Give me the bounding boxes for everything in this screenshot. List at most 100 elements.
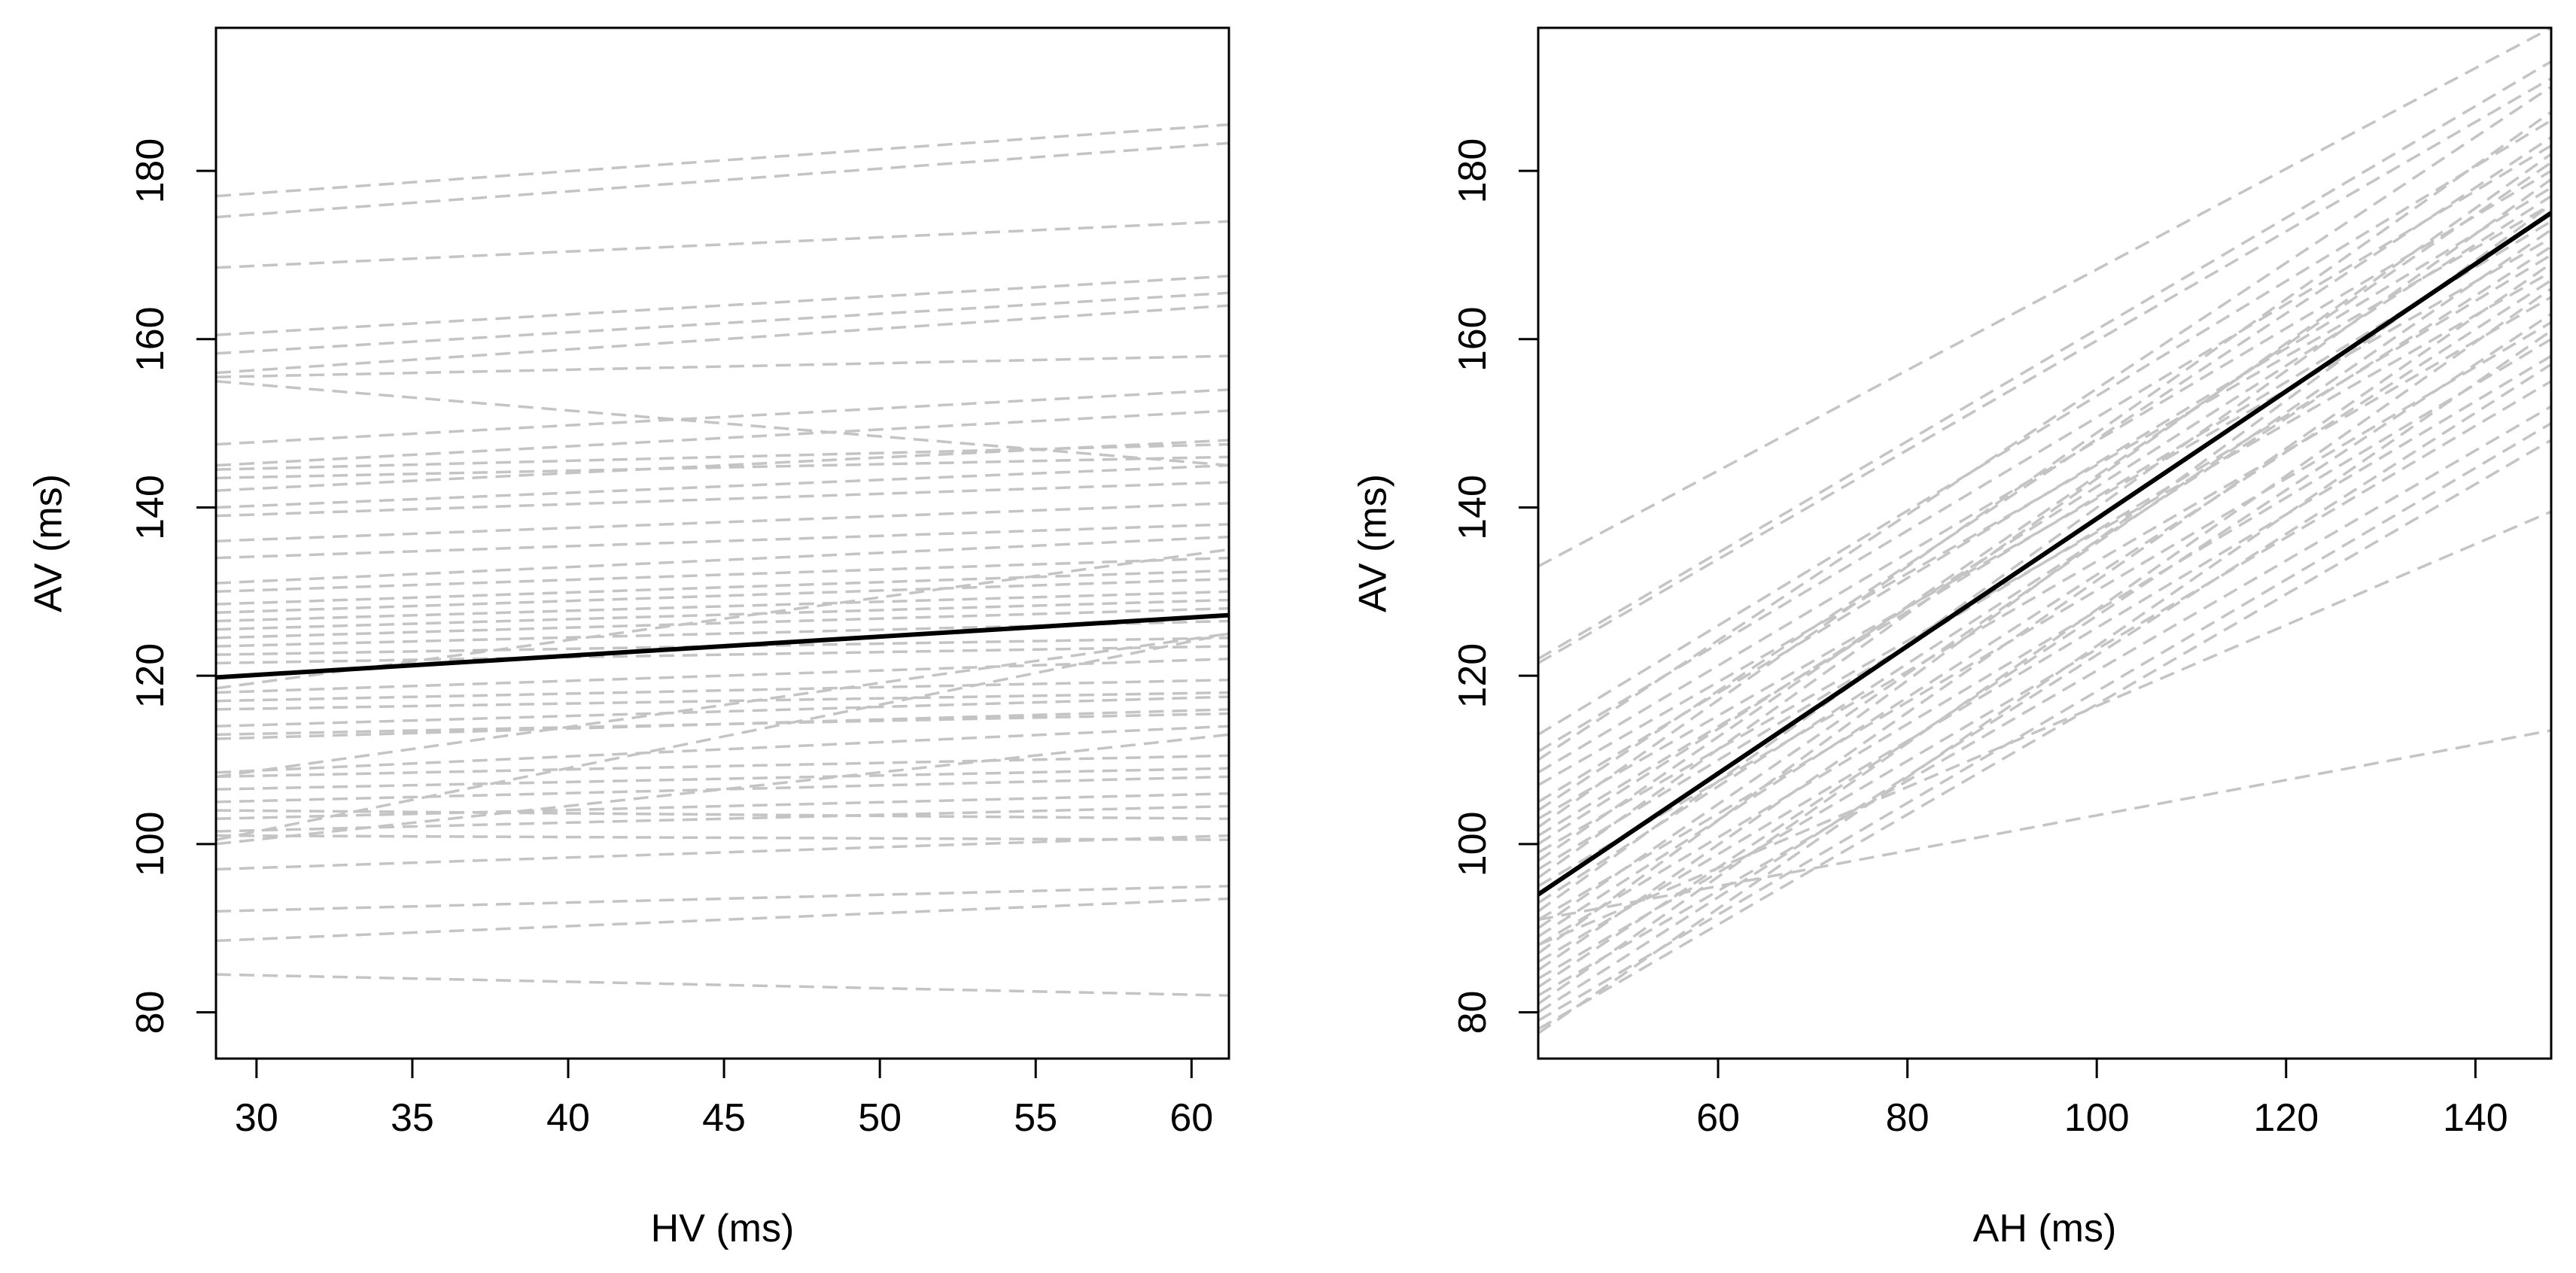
y-axis-title: AV (ms) [27, 474, 71, 612]
x-tick-label: 55 [1014, 1096, 1057, 1140]
individual-line-10 [216, 409, 1229, 467]
individual-line-38 [216, 809, 1229, 821]
individual-line-36 [216, 767, 1229, 791]
x-axis-title: AH (ms) [1973, 1207, 2117, 1250]
individual-line-14 [1538, 195, 2551, 846]
individual-line-37 [1538, 330, 2551, 1035]
individual-line-30 [216, 691, 1229, 711]
individual-line-28 [216, 658, 1229, 694]
individual-line-36 [1538, 439, 2551, 1031]
individual-line-13 [216, 439, 1229, 492]
x-tick-label: 60 [1696, 1096, 1740, 1140]
individual-line-38 [1538, 510, 2551, 946]
individual-line-31 [1538, 312, 2551, 989]
individual-line-4 [1538, 119, 2551, 736]
individual-line-29 [1538, 262, 2551, 972]
individual-line-22 [1538, 178, 2551, 913]
individual-line-2 [216, 141, 1229, 219]
individual-line-21 [1538, 245, 2551, 904]
individual-line-47 [216, 973, 1229, 997]
y-tick-label: 120 [1451, 643, 1495, 709]
y-tick-label: 140 [129, 475, 172, 540]
individual-line-28 [1538, 354, 2551, 963]
plot-area [1538, 28, 2551, 1035]
y-tick-label: 100 [129, 811, 172, 877]
individual-line-34 [216, 725, 1229, 774]
x-tick-label: 120 [2253, 1096, 2319, 1140]
individual-line-39 [216, 791, 1229, 821]
individual-line-1 [216, 123, 1229, 198]
individual-line-9 [1538, 186, 2551, 804]
individual-line-33 [216, 708, 1229, 740]
individual-line-3 [1538, 77, 2551, 664]
individual-line-19 [1538, 296, 2551, 888]
individual-line-8 [216, 379, 1229, 467]
y-tick-label: 80 [129, 991, 172, 1035]
y-axis-title: AV (ms) [1352, 474, 1395, 612]
x-axis-title: HV (ms) [651, 1207, 795, 1250]
x-tick-label: 100 [2064, 1096, 2130, 1140]
x-tick-label: 35 [391, 1096, 434, 1140]
individual-line-26 [1538, 338, 2551, 946]
individual-line-6 [1538, 85, 2551, 761]
individual-line-13 [1538, 220, 2551, 837]
right-panel-ah-vs-av: 60 80 100 120 140 80 100 120 140 160 180 AH (ms) AV … [1352, 26, 2553, 1250]
individual-line-39 [1538, 729, 2551, 922]
individual-line-35 [216, 754, 1229, 779]
individual-line-12 [1538, 111, 2551, 828]
individual-line-25 [1538, 279, 2551, 938]
y-tick-label: 160 [1451, 306, 1495, 372]
individual-line-46 [216, 897, 1229, 943]
individual-line-45 [216, 884, 1229, 913]
x-tick-label: 80 [1886, 1096, 1930, 1140]
x-tick-label: 60 [1169, 1096, 1213, 1140]
individual-line-26 [216, 636, 1229, 656]
individual-line-18 [216, 535, 1229, 585]
individual-line-40 [216, 804, 1229, 833]
individual-line-27 [1538, 203, 2551, 955]
individual-line-5 [216, 291, 1229, 355]
individual-line-9 [216, 388, 1229, 446]
y-tick-label: 180 [1451, 138, 1495, 204]
individual-line-17 [1538, 254, 2551, 870]
individual-line-6 [216, 304, 1229, 375]
individual-line-42 [216, 733, 1229, 846]
individual-line-21 [216, 577, 1229, 615]
individual-line-18 [1538, 153, 2551, 879]
y-tick-label: 80 [1451, 991, 1495, 1035]
individual-line-29 [216, 678, 1229, 703]
individual-line-23 [216, 598, 1229, 631]
x-tick-label: 140 [2443, 1096, 2508, 1140]
fit-line [1538, 211, 2551, 897]
x-tick-label: 45 [702, 1096, 746, 1140]
individual-line-44 [216, 834, 1229, 871]
individual-line-23 [1538, 321, 2551, 921]
individual-line-48 [216, 632, 1229, 779]
y-tick-label: 180 [129, 138, 172, 204]
individual-line-5 [1538, 144, 2551, 753]
individual-line-14 [216, 463, 1229, 509]
x-tick-label: 40 [546, 1096, 590, 1140]
individual-line-1 [1538, 28, 2551, 568]
individual-line-12 [216, 455, 1229, 480]
individual-line-33 [1538, 287, 2551, 1005]
individual-line-10 [1538, 135, 2551, 812]
individual-line-32 [216, 712, 1229, 737]
individual-line-2 [1538, 60, 2551, 661]
y-tick-label: 140 [1451, 475, 1495, 540]
individual-line-27 [216, 645, 1229, 665]
individual-line-34 [1538, 363, 2551, 1013]
individual-line-41 [216, 834, 1229, 841]
individual-line-7 [1538, 169, 2551, 774]
y-tick-label: 100 [1451, 811, 1495, 877]
y-tick-label: 160 [129, 306, 172, 372]
individual-line-19 [216, 556, 1229, 594]
individual-line-17 [216, 523, 1229, 560]
individual-line-31 [216, 695, 1229, 728]
left-panel-hv-vs-av: 30 35 40 45 50 55 60 80 100 120 140 160 180 HV (ms) AV… [27, 26, 1230, 1250]
individual-line-30 [1538, 380, 2551, 980]
individual-line-22 [216, 590, 1229, 623]
individual-line-16 [216, 502, 1229, 542]
individual-line-24 [216, 606, 1229, 640]
